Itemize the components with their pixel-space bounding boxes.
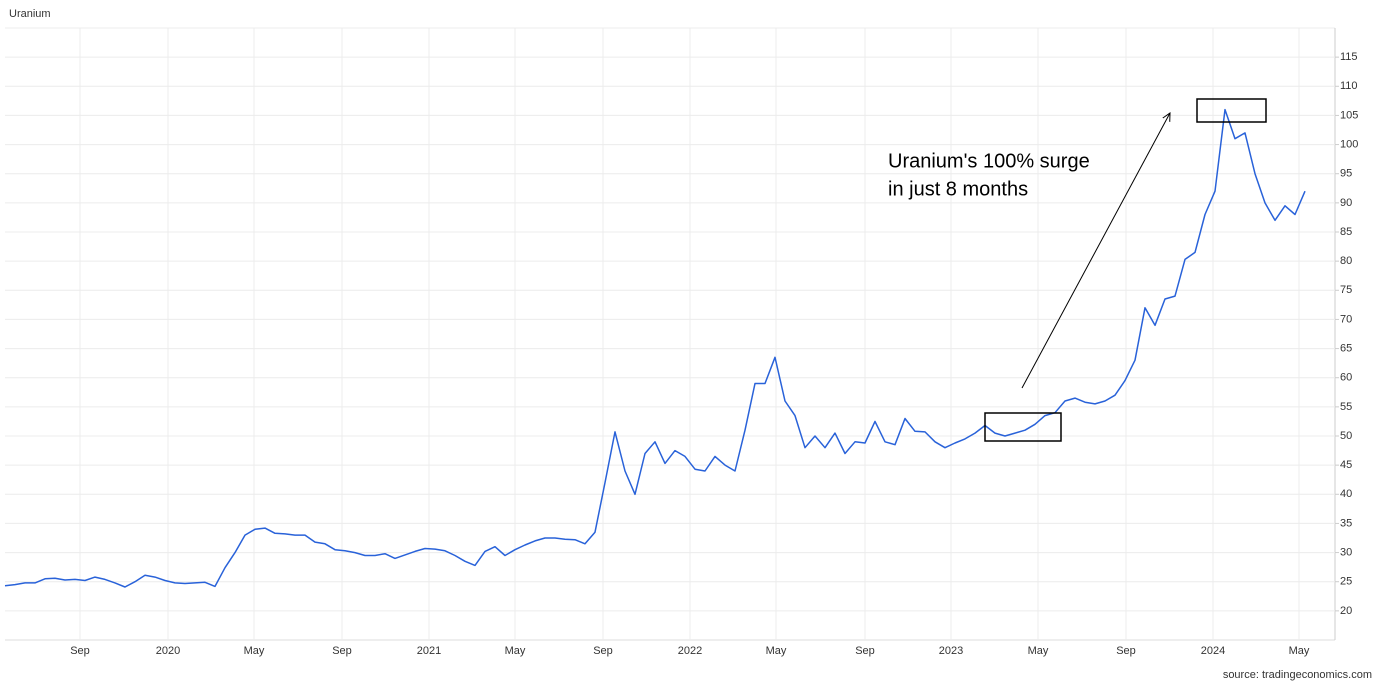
y-tick-label: 50 — [1340, 430, 1352, 442]
x-tick-label: Sep — [1116, 645, 1136, 657]
x-tick-label: 2023 — [939, 645, 963, 657]
y-tick-label: 95 — [1340, 168, 1352, 180]
x-tick-label: 2022 — [678, 645, 702, 657]
y-tick-label: 65 — [1340, 342, 1352, 354]
x-tick-label: 2021 — [417, 645, 441, 657]
annotation: Uranium's 100% surge — [888, 150, 1090, 172]
highlight-box — [1196, 98, 1267, 123]
x-tick-label: Sep — [332, 645, 352, 657]
y-tick-label: 90 — [1340, 197, 1352, 209]
x-tick-label: Sep — [70, 645, 90, 657]
y-tick-label: 70 — [1340, 313, 1352, 325]
y-tick-label: 85 — [1340, 226, 1352, 238]
y-tick-label: 105 — [1340, 109, 1358, 121]
x-tick-label: May — [1289, 645, 1310, 657]
x-tick-label: May — [244, 645, 265, 657]
data-line — [4, 108, 1306, 588]
y-tick-label: 25 — [1340, 576, 1352, 588]
arrow — [1021, 113, 1170, 389]
y-tick-label: 80 — [1340, 255, 1352, 267]
highlight-box — [984, 412, 1062, 442]
x-tick-label: Sep — [855, 645, 875, 657]
x-tick-label: 2020 — [156, 645, 180, 657]
x-tick-label: May — [1028, 645, 1049, 657]
y-tick-label: 40 — [1340, 488, 1352, 500]
x-tick-label: May — [505, 645, 526, 657]
y-tick-label: 20 — [1340, 605, 1352, 617]
x-tick-label: 2024 — [1201, 645, 1225, 657]
y-tick-label: 35 — [1340, 517, 1352, 529]
y-tick-label: 60 — [1340, 372, 1352, 384]
y-tick-label: 45 — [1340, 459, 1352, 471]
y-tick-label: 100 — [1340, 138, 1358, 150]
y-tick-label: 55 — [1340, 401, 1352, 413]
annotation: in just 8 months — [888, 178, 1028, 200]
y-tick-label: 115 — [1340, 51, 1358, 63]
x-tick-label: Sep — [593, 645, 613, 657]
y-tick-label: 110 — [1340, 80, 1358, 92]
x-tick-label: May — [766, 645, 787, 657]
chart-title: Uranium — [9, 8, 51, 20]
y-tick-label: 30 — [1340, 546, 1352, 558]
plot-area: 20 25 30 35 40 45 50 55 60 65 70 75 80 85 90 95 100 105 11… — [4, 27, 1358, 657]
source-label: source: tradingeconomics.com — [1223, 669, 1372, 681]
y-tick-label: 75 — [1340, 284, 1352, 296]
